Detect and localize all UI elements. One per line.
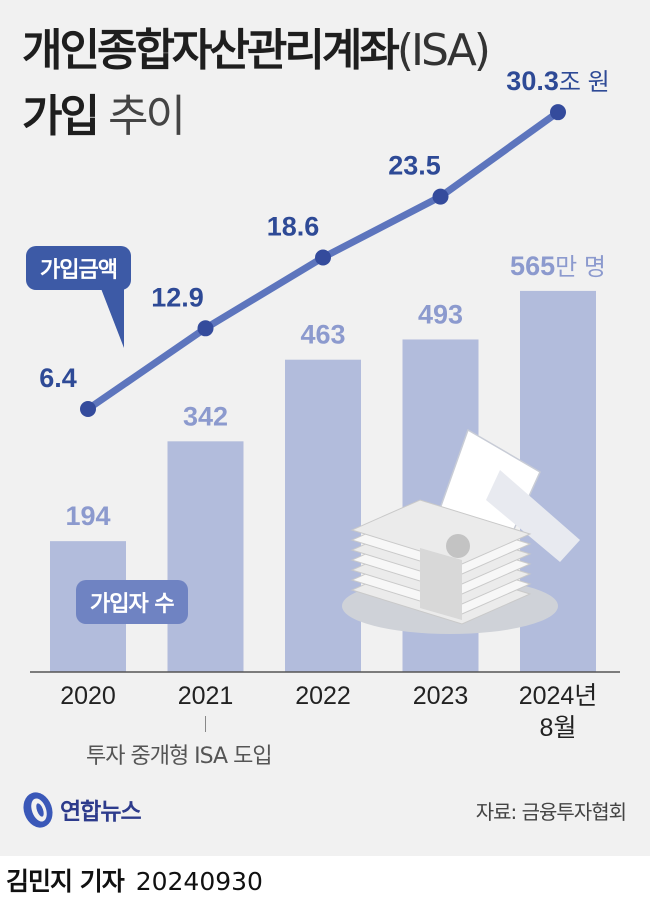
chart-canvas: 194 342 463 493 565만 명 6.4 12.9 18.6 23.5 30.3조 원… (30, 66, 620, 742)
amount-tag-pointer (100, 286, 124, 348)
amount-point (315, 249, 331, 266)
yonhap-logo: 연합뉴스 (20, 788, 180, 834)
money-stack-illustration (342, 428, 580, 634)
title-light: 추이 (107, 91, 186, 142)
amount-value-label: 23.5 (388, 151, 441, 181)
logo-text: 연합뉴스 (60, 799, 142, 825)
title-suffix: (ISA) (396, 25, 491, 76)
amount-point (80, 401, 96, 418)
amount-series-tag: 가입금액 (26, 246, 131, 290)
x-tick-label: 2021 (178, 682, 234, 710)
title-main: 개인종합자산관리계좌 (22, 25, 400, 76)
subscribers-series-tag: 가입자 수 (76, 580, 188, 624)
publish-date: 20240930 (135, 867, 263, 896)
source-credit: 자료: 금융투자협회 (475, 800, 627, 824)
bar-value-label: 463 (300, 320, 345, 350)
stack-band (420, 548, 462, 620)
x-tick-label: 2024년 8월 (519, 682, 598, 742)
infographic-card: 194 342 463 493 565만 명 6.4 12.9 18.6 23.5 30.3조 원… (0, 0, 650, 856)
amount-value-label: 12.9 (151, 282, 204, 312)
amount-value-label: 30.3조 원 (506, 66, 609, 96)
x-tick-label: 2020 (60, 682, 116, 710)
chart-title-line1: 개인종합자산관리계좌(ISA) (22, 14, 491, 78)
subscriber-bar (167, 441, 244, 672)
bill-portrait (446, 534, 470, 558)
bar-value-label: 565만 명 (510, 251, 606, 281)
amount-point (197, 320, 214, 337)
x-tick-label: 2022 (295, 682, 351, 710)
amount-point (432, 188, 449, 205)
reporter-name: 김민지 기자 (6, 867, 125, 896)
yonhap-logo-icon (23, 792, 53, 828)
chart-title-line2: 가입 추이 (22, 80, 186, 144)
amount-value-label: 6.4 (39, 363, 77, 393)
amount-point (550, 104, 566, 121)
byline: 김민지 기자 20240930 (6, 862, 263, 898)
receipt-fold (486, 470, 580, 562)
subscriber-bar (285, 359, 361, 672)
annotation-note: 투자 중개형 ISA 도입 (86, 744, 273, 769)
bar-value-label: 493 (418, 299, 463, 329)
title-bold: 가입 (22, 91, 100, 142)
amount-value-label: 18.6 (267, 211, 320, 241)
bar-value-label: 342 (183, 401, 228, 431)
x-tick-label: 2023 (413, 682, 469, 710)
bar-value-label: 194 (65, 501, 110, 531)
